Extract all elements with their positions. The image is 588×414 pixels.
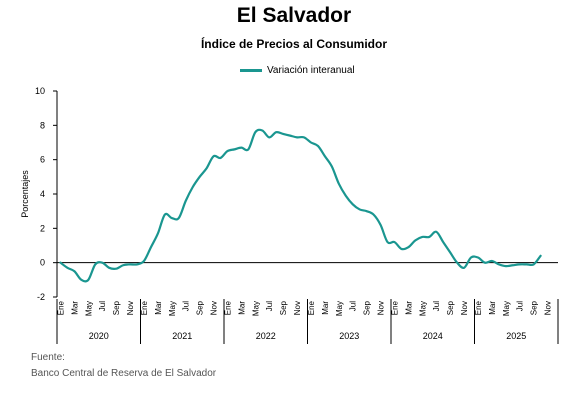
year-label: 2024 [423,331,443,341]
month-label: Nov [293,301,302,315]
month-label: Ene [56,300,65,315]
month-label: May [251,301,260,316]
month-label: Sep [530,300,539,315]
month-label: May [168,301,177,316]
month-label: Ene [307,300,316,315]
month-label: Sep [112,300,121,315]
year-label: 2023 [339,331,359,341]
month-label: Mar [488,301,497,315]
y-tick-label: 8 [40,120,45,130]
month-label: Jul [98,301,107,311]
month-label: Sep [279,300,288,315]
month-label: Nov [377,301,386,315]
year-label: 2025 [506,331,526,341]
y-tick-label: 10 [35,86,45,96]
month-label: May [502,301,511,316]
year-label: 2020 [89,331,109,341]
y-tick-label: -2 [37,292,45,302]
y-tick-label: 2 [40,223,45,233]
month-label: Sep [446,300,455,315]
month-label: May [418,301,427,316]
month-label: Mar [70,301,79,315]
chart-title: El Salvador [236,4,352,27]
month-label: May [84,301,93,316]
year-label: 2021 [172,331,192,341]
y-axis-title: Porcentajes [20,170,30,218]
source-label: Fuente: [31,352,65,363]
month-label: Ene [474,300,483,315]
month-label: Ene [390,300,399,315]
y-tick-label: 0 [40,258,45,268]
month-label: Ene [223,300,232,315]
month-label: Jul [265,301,274,311]
month-label: Sep [363,300,372,315]
source-text: Banco Central de Reserva de El Salvador [31,368,217,379]
y-tick-label: 6 [40,155,45,165]
month-label: Mar [237,301,246,315]
month-label: Mar [154,301,163,315]
legend-label: Variación interanual [267,65,355,76]
chart-subtitle: Índice de Precios al Consumidor [200,37,388,51]
month-label: Nov [460,301,469,315]
y-tick-label: 4 [40,189,45,199]
month-label: Jul [349,301,358,311]
month-label: May [335,301,344,316]
year-label: 2022 [256,331,276,341]
legend-swatch [240,69,262,72]
month-label: Jul [432,301,441,311]
month-label: Nov [210,301,219,315]
month-label: Jul [516,301,525,311]
month-label: Ene [140,300,149,315]
series-line-0 [59,128,542,283]
month-label: Jul [182,301,191,311]
month-label: Sep [196,300,205,315]
month-label: Nov [126,301,135,315]
month-label: Mar [404,301,413,315]
month-label: Nov [544,301,553,315]
month-label: Mar [321,301,330,315]
legend: Variación interanual [240,65,355,76]
